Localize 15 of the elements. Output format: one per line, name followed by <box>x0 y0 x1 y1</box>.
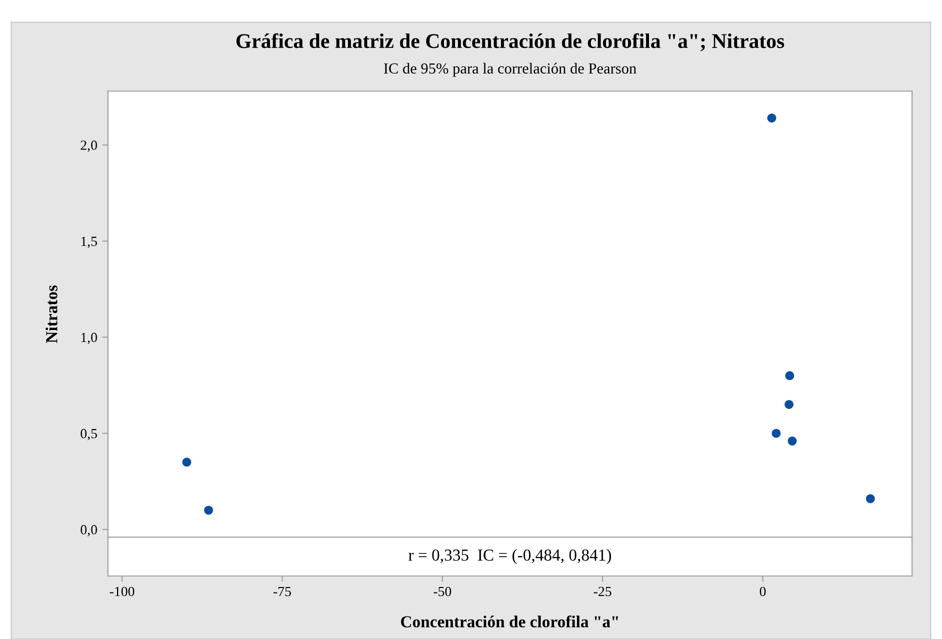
x-tick-label: -50 <box>434 586 452 596</box>
x-tick-label: -75 <box>273 586 291 596</box>
y-axis-title: Nitratos <box>46 285 58 343</box>
x-tick-label: -100 <box>110 586 134 596</box>
text: r = 0,335 IC = (-0,484, 0,841) <box>408 549 612 564</box>
chart-subtitle: IC de 95% para la correlación de Pearson <box>384 62 636 77</box>
x-axis-title: Concentración de clorofila "a" <box>401 616 618 628</box>
y-tick-label: 0,0 <box>80 525 98 536</box>
x-tick-label: -25 <box>594 586 612 596</box>
y-tick-label: 0,5 <box>80 428 97 440</box>
chart-title: Gráfica de matriz de Concentración de clorofila "a"; Nitratos <box>236 33 784 52</box>
y-tick-label: 2,0 <box>80 140 98 152</box>
y-tick-label: 1,5 <box>81 236 97 248</box>
y-tick-label: 1,0 <box>81 332 98 344</box>
x-tick-label: 0 <box>760 586 766 596</box>
